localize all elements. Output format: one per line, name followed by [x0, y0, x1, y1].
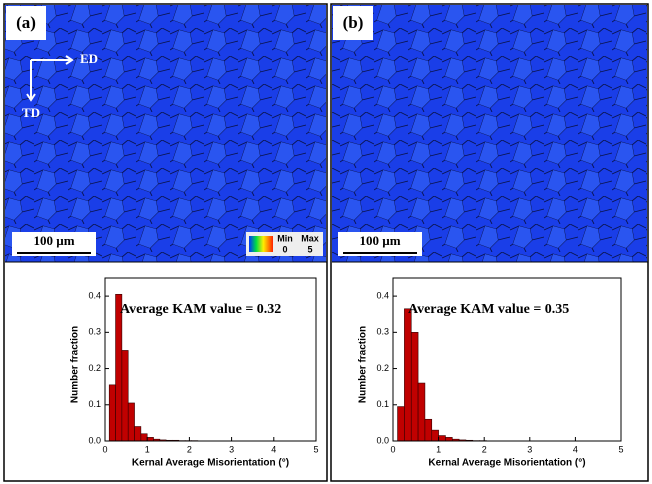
- x-tick-label: 5: [313, 444, 318, 454]
- bar: [108, 384, 116, 442]
- x-tick-label: 1: [145, 444, 150, 454]
- panel-label: (b): [343, 13, 364, 32]
- kam-map: [332, 5, 647, 262]
- annotation: Average KAM value = 0.35: [408, 302, 569, 317]
- direction-label: TD: [22, 105, 40, 120]
- y-tick-label: 0.4: [376, 290, 389, 300]
- x-tick-label: 0: [102, 444, 107, 454]
- label-box: [6, 6, 46, 40]
- y-tick-label: 0.1: [376, 399, 389, 409]
- color-key-label: 5: [307, 244, 312, 254]
- color-key-label: Min: [277, 233, 293, 243]
- y-tick-label: 0.2: [376, 363, 389, 373]
- x-tick-label: 1: [436, 444, 441, 454]
- bar: [146, 437, 154, 442]
- panel-frame: [330, 3, 649, 482]
- y-tick-label: 0.3: [376, 327, 389, 337]
- plot-frame: [392, 277, 622, 442]
- bar: [424, 418, 433, 442]
- x-axis-label: Kernal Average Misorientation (°): [132, 458, 289, 469]
- bar: [417, 382, 426, 442]
- x-tick-label: 4: [573, 444, 578, 454]
- x-tick-label: 2: [187, 444, 192, 454]
- scale-bar-label: 100 µm: [33, 233, 74, 248]
- bar: [140, 433, 148, 442]
- x-tick-label: 0: [390, 444, 395, 454]
- x-tick-label: 3: [229, 444, 234, 454]
- x-tick-label: 5: [618, 444, 623, 454]
- bar: [431, 429, 439, 442]
- bar: [134, 426, 142, 442]
- y-axis-label: Number fraction: [358, 326, 369, 403]
- panel-frame: [3, 3, 328, 482]
- bar: [410, 332, 419, 442]
- y-tick-label: 0.1: [88, 399, 101, 409]
- bar: [438, 435, 446, 442]
- bar: [121, 350, 129, 442]
- scale-bar-label: 100 µm: [359, 233, 400, 248]
- label-box: [333, 6, 373, 40]
- bar: [127, 402, 135, 442]
- color-key-label: Max: [301, 233, 319, 243]
- panel-label: (a): [16, 13, 36, 32]
- x-tick-label: 4: [271, 444, 276, 454]
- direction-label: ED: [80, 51, 98, 66]
- x-axis-label: Kernal Average Misorientation (°): [428, 458, 585, 469]
- x-tick-label: 3: [527, 444, 532, 454]
- y-tick-label: 0.3: [88, 327, 101, 337]
- x-tick-label: 2: [482, 444, 487, 454]
- color-key: [249, 236, 273, 252]
- y-tick-label: 0.0: [88, 435, 101, 445]
- kam-map: [5, 5, 326, 262]
- color-key-label: 0: [282, 244, 287, 254]
- plot-frame: [104, 277, 317, 442]
- y-tick-label: 0.2: [88, 363, 101, 373]
- y-tick-label: 0.4: [88, 290, 101, 300]
- bar: [397, 406, 405, 442]
- y-axis-label: Number fraction: [70, 326, 81, 403]
- bar: [445, 437, 453, 442]
- bar: [404, 308, 412, 442]
- annotation: Average KAM value = 0.32: [120, 302, 281, 317]
- direction-arrows: [26, 55, 74, 102]
- y-tick-label: 0.0: [376, 435, 389, 445]
